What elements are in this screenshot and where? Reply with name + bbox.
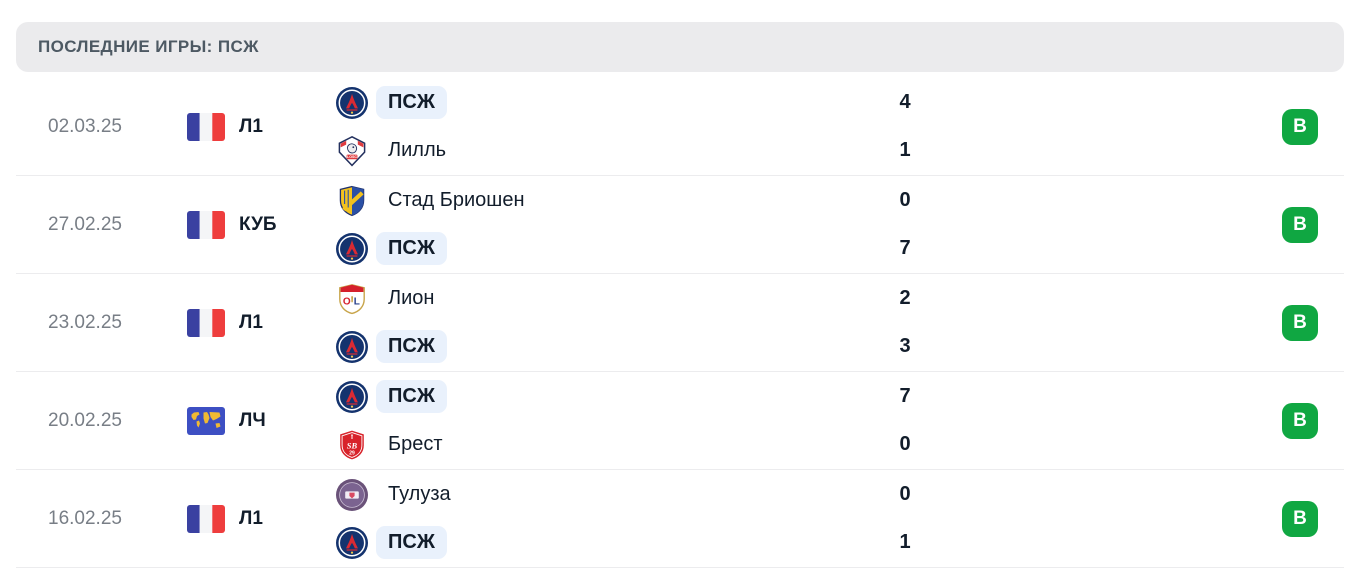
result-cell: В (1282, 402, 1344, 439)
team-score: 0 (899, 483, 911, 505)
teams-and-scores: Стад Бриошен 0 ПСЖ 7 (336, 185, 1282, 265)
team-name[interactable]: Тулуза (388, 483, 451, 505)
france-flag-icon (187, 308, 225, 337)
team-score: 1 (899, 139, 911, 161)
team-score: 7 (899, 237, 911, 259)
france-flag-icon (187, 112, 225, 141)
team-score: 0 (899, 189, 911, 211)
result-badge: В (1282, 500, 1318, 537)
team-line: ПСЖ 1 (336, 526, 1282, 559)
team-line: LOSC Лилль 1 (336, 135, 1282, 167)
competition-cell: Л1 (187, 308, 336, 337)
competition-label: КУБ (239, 213, 277, 235)
teams-and-scores: ПСЖ 4 LOSC Лилль 1 (336, 86, 1282, 167)
competition-label: Л1 (239, 507, 263, 529)
team-name[interactable]: Брест (388, 433, 443, 455)
match-row[interactable]: 27.02.25 КУБ Стад Бриошен 0 ПСЖ 7 В (16, 176, 1344, 274)
teams-and-scores: ПСЖ 7 SB 29 Брест 0 (336, 380, 1282, 461)
match-date: 16.02.25 (48, 507, 122, 529)
france-flag-icon (187, 210, 225, 239)
competition-cell: Л1 (187, 112, 336, 141)
match-row[interactable]: 02.03.25 Л1 ПСЖ 4 LOSC Лилль 1 В (16, 78, 1344, 176)
psg-logo (336, 330, 368, 363)
match-date: 02.03.25 (48, 115, 122, 137)
team-line: Стад Бриошен 0 (336, 185, 1282, 217)
match-row[interactable]: 16.02.25 Л1 Тулуза 0 ПСЖ 1 В (16, 470, 1344, 568)
team-line: ПСЖ 3 (336, 330, 1282, 363)
team-name[interactable]: ПСЖ (376, 330, 447, 363)
team-score: 2 (899, 287, 911, 309)
team-name[interactable]: ПСЖ (376, 86, 447, 119)
france-flag-icon (187, 504, 225, 533)
result-cell: В (1282, 304, 1344, 341)
psg-logo (336, 380, 368, 413)
team-line: Тулуза 0 (336, 478, 1282, 511)
briochin-logo (336, 185, 368, 217)
team-name[interactable]: Лилль (388, 139, 447, 161)
team-score: 1 (899, 531, 911, 553)
result-badge: В (1282, 206, 1318, 243)
competition-cell: КУБ (187, 210, 336, 239)
psg-logo (336, 232, 368, 265)
result-cell: В (1282, 108, 1344, 145)
match-date: 20.02.25 (48, 409, 122, 431)
toulouse-logo (336, 478, 368, 511)
svg-text:29: 29 (349, 450, 355, 456)
team-line: ПСЖ 7 (336, 232, 1282, 265)
competition-cell: ЛЧ (187, 406, 336, 435)
result-badge: В (1282, 304, 1318, 341)
team-name[interactable]: Стад Бриошен (388, 189, 525, 211)
team-name[interactable]: Лион (388, 287, 435, 309)
team-score: 7 (899, 385, 911, 407)
result-badge: В (1282, 402, 1318, 439)
lille-logo: LOSC (336, 135, 368, 167)
team-name[interactable]: ПСЖ (376, 526, 447, 559)
team-name[interactable]: ПСЖ (376, 380, 447, 413)
result-cell: В (1282, 500, 1344, 537)
team-line: ПСЖ 7 (336, 380, 1282, 413)
team-score: 0 (899, 433, 911, 455)
psg-logo (336, 526, 368, 559)
svg-text:LOSC: LOSC (347, 155, 357, 159)
competition-label: Л1 (239, 115, 263, 137)
team-line: SB 29 Брест 0 (336, 429, 1282, 461)
section-header: ПОСЛЕДНИЕ ИГРЫ: ПСЖ (16, 22, 1344, 72)
team-name[interactable]: ПСЖ (376, 232, 447, 265)
result-cell: В (1282, 206, 1344, 243)
svg-text:O: O (343, 296, 351, 307)
svg-text:SB: SB (347, 440, 358, 450)
team-line: ПСЖ 4 (336, 86, 1282, 119)
team-score: 4 (899, 91, 911, 113)
competition-label: ЛЧ (239, 409, 266, 431)
matches-list: 02.03.25 Л1 ПСЖ 4 LOSC Лилль 1 В 27.02.2… (16, 78, 1344, 568)
team-score: 3 (899, 335, 911, 357)
svg-text:L: L (354, 296, 360, 307)
competition-label: Л1 (239, 311, 263, 333)
brest-logo: SB 29 (336, 429, 368, 461)
section-title: ПОСЛЕДНИЕ ИГРЫ: ПСЖ (38, 37, 259, 56)
match-date: 23.02.25 (48, 311, 122, 333)
result-badge: В (1282, 108, 1318, 145)
match-date: 27.02.25 (48, 213, 122, 235)
psg-logo (336, 86, 368, 119)
match-row[interactable]: 20.02.25 ЛЧ ПСЖ 7 SB 29 Брест 0 В (16, 372, 1344, 470)
teams-and-scores: Тулуза 0 ПСЖ 1 (336, 478, 1282, 559)
competition-cell: Л1 (187, 504, 336, 533)
world-map-icon (187, 406, 225, 435)
